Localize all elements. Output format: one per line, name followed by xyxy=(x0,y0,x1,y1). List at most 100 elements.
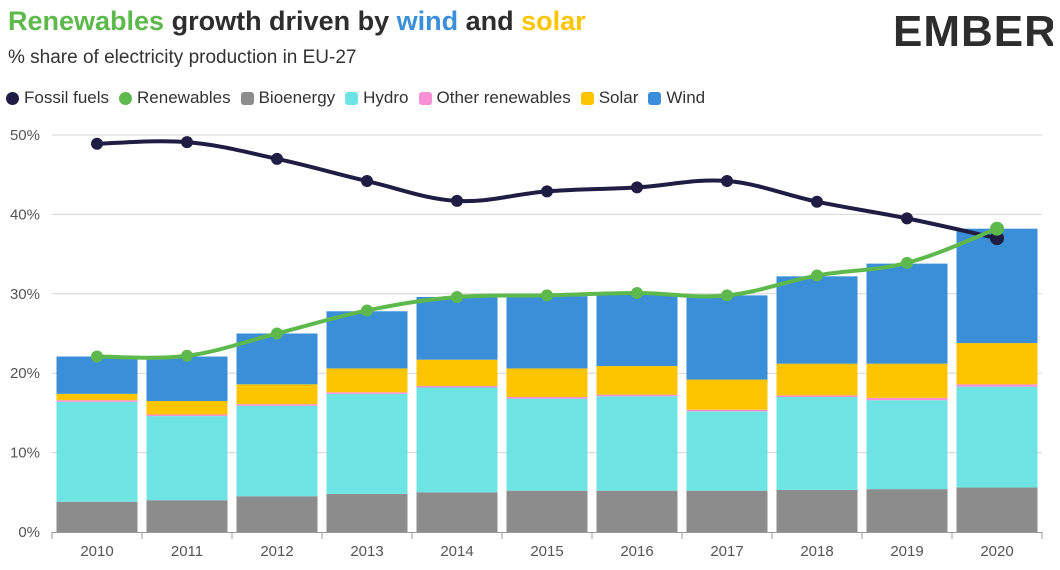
bar-segment-other-renewables xyxy=(416,385,498,388)
bar-segment-solar xyxy=(326,368,408,393)
legend-item-solar[interactable]: Solar xyxy=(580,88,639,108)
legend-swatch xyxy=(240,91,254,105)
bar-segment-solar xyxy=(866,363,948,398)
x-tick-label: 2014 xyxy=(440,543,473,560)
bar-segment-solar xyxy=(506,368,588,398)
bar-segment-other-renewables xyxy=(596,394,678,397)
ember-logo-text: EMBER xyxy=(893,8,1053,52)
x-tick-label: 2018 xyxy=(800,543,833,560)
bar-segment-hydro xyxy=(56,401,138,502)
point-fossil-fuels xyxy=(811,195,823,208)
bar-segment-other-renewables xyxy=(866,397,948,401)
y-tick-label: 20% xyxy=(10,365,40,382)
point-fossil-fuels xyxy=(91,137,103,150)
bar-segment-hydro xyxy=(956,386,1038,488)
bar-segment-bioenergy xyxy=(56,501,138,532)
bar-segment-bioenergy xyxy=(146,500,228,532)
legend-label: Renewables xyxy=(137,88,231,107)
legend-swatch xyxy=(648,91,662,105)
bar-segment-hydro xyxy=(866,400,948,490)
point-renewables xyxy=(721,289,733,302)
bar-segment-hydro xyxy=(416,387,498,493)
bar-segment-solar xyxy=(416,359,498,386)
legend-swatch xyxy=(345,91,359,105)
y-tick-label: 40% xyxy=(10,206,40,223)
x-tick-label: 2010 xyxy=(80,543,113,560)
point-fossil-fuels xyxy=(181,136,193,149)
legend-item-wind[interactable]: Wind xyxy=(648,88,705,108)
point-fossil-fuels xyxy=(361,175,373,188)
legend-label: Wind xyxy=(666,88,706,107)
y-tick-label: 0% xyxy=(18,524,40,541)
legend-swatch xyxy=(6,91,19,105)
legend-label: Other renewables xyxy=(436,88,571,107)
x-tick-label: 2020 xyxy=(980,543,1013,560)
point-renewables xyxy=(631,287,643,300)
bar-segment-other-renewables xyxy=(146,414,228,417)
point-renewables xyxy=(541,289,553,302)
legend-item-hydro[interactable]: Hydro xyxy=(345,88,409,108)
title-part-growth: growth driven by xyxy=(164,6,397,36)
bar-segment-other-renewables xyxy=(56,400,138,402)
bar-segment-wind xyxy=(506,296,588,369)
bar-segment-solar xyxy=(236,384,318,405)
x-tick-label: 2019 xyxy=(890,543,923,560)
bar-segment-other-renewables xyxy=(776,395,858,398)
bar-segment-bioenergy xyxy=(506,490,588,532)
legend-label: Fossil fuels xyxy=(24,88,110,107)
legend-item-renewables[interactable]: Renewables xyxy=(119,88,231,108)
chart-title: Renewables growth driven by wind and sol… xyxy=(8,6,586,37)
x-tick-label: 2015 xyxy=(530,543,563,560)
point-fossil-fuels xyxy=(541,185,553,198)
x-tick-label: 2016 xyxy=(620,543,653,560)
bar-segment-hydro xyxy=(326,393,408,494)
bar-segment-hydro xyxy=(776,397,858,490)
x-tick-label: 2011 xyxy=(171,543,203,560)
bar-segment-hydro xyxy=(596,396,678,491)
bar-segment-solar xyxy=(146,400,228,415)
bar-segment-bioenergy xyxy=(866,489,948,532)
point-renewables xyxy=(451,290,463,303)
legend-label: Solar xyxy=(598,88,639,107)
title-part-and: and xyxy=(458,6,522,36)
chart-legend: Fossil fuels Renewables Bioenergy Hydro Othe… xyxy=(6,88,715,108)
bar-segment-solar xyxy=(596,366,678,395)
legend-swatch xyxy=(119,91,133,105)
bar-segment-bioenergy xyxy=(596,490,678,532)
bar-segment-bioenergy xyxy=(326,493,408,532)
y-tick-label: 50% xyxy=(10,127,40,144)
bar-segment-other-renewables xyxy=(956,384,1038,387)
x-tick-label: 2013 xyxy=(350,543,383,560)
y-tick-label: 30% xyxy=(10,286,40,303)
bar-segment-wind xyxy=(146,356,228,401)
bar-segment-solar xyxy=(686,379,768,410)
bar-segment-bioenergy xyxy=(686,490,768,532)
bar-segment-bioenergy xyxy=(416,492,498,532)
point-renewables xyxy=(271,327,283,340)
bar-segment-other-renewables xyxy=(506,397,588,399)
bar-segment-bioenergy xyxy=(956,487,1038,532)
y-tick-label: 10% xyxy=(10,445,40,462)
point-fossil-fuels xyxy=(901,212,913,225)
title-part-renewables: Renewables xyxy=(8,6,165,36)
bar-segment-wind xyxy=(776,276,858,364)
bar-segment-hydro xyxy=(146,416,228,501)
bar-segment-wind xyxy=(596,293,678,367)
legend-item-other-renewables[interactable]: Other renewables xyxy=(418,88,571,108)
bar-segment-wind xyxy=(866,263,948,364)
bar-segment-wind xyxy=(956,228,1038,344)
ember-logo: EMBER xyxy=(893,8,1053,52)
point-renewables xyxy=(91,350,103,363)
bar-segment-other-renewables xyxy=(236,404,318,406)
legend-item-bioenergy[interactable]: Bioenergy xyxy=(240,88,336,108)
title-part-wind: wind xyxy=(396,6,459,36)
legend-item-fossil-fuels[interactable]: Fossil fuels xyxy=(6,88,109,108)
point-renewables xyxy=(811,269,823,282)
point-fossil-fuels xyxy=(271,152,283,165)
bar-segment-other-renewables xyxy=(326,392,408,394)
bar-segment-hydro xyxy=(686,411,768,491)
legend-label: Bioenergy xyxy=(258,88,336,107)
bar-segment-wind xyxy=(56,356,138,394)
title-part-solar: solar xyxy=(521,6,586,36)
